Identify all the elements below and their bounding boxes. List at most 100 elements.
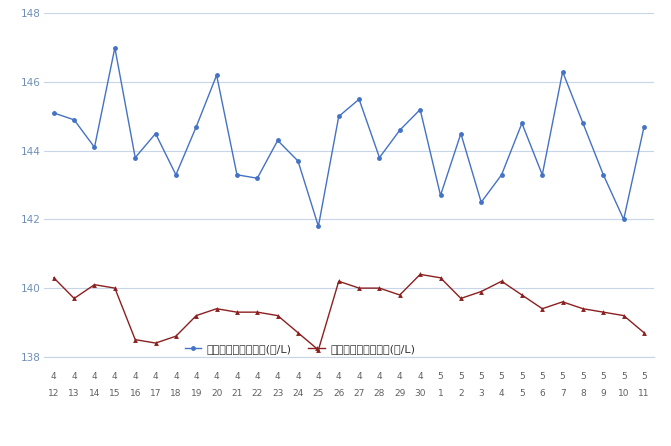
Text: 29: 29 — [394, 389, 405, 398]
レギュラー看板価格(円/L) — [416, 107, 424, 112]
レギュラー実売価格(円/L) — [131, 337, 139, 342]
レギュラー看板価格(円/L) — [640, 124, 648, 129]
レギュラー看板価格(円/L) — [619, 217, 627, 222]
レギュラー実売価格(円/L) — [172, 334, 180, 339]
Text: 30: 30 — [415, 389, 426, 398]
レギュラー実売価格(円/L) — [457, 296, 465, 301]
レギュラー実売価格(円/L) — [213, 306, 221, 311]
レギュラー実売価格(円/L) — [50, 275, 58, 281]
レギュラー実売価格(円/L) — [233, 310, 241, 315]
レギュラー実売価格(円/L) — [518, 292, 526, 297]
レギュラー看板価格(円/L) — [70, 117, 78, 123]
レギュラー実売価格(円/L) — [416, 272, 424, 277]
レギュラー看板価格(円/L) — [477, 200, 485, 205]
Text: 27: 27 — [354, 389, 365, 398]
Text: 24: 24 — [293, 389, 304, 398]
Text: 25: 25 — [313, 389, 324, 398]
レギュラー実売価格(円/L) — [91, 282, 99, 287]
レギュラー看板価格(円/L) — [497, 172, 505, 178]
Text: 22: 22 — [252, 389, 263, 398]
レギュラー看板価格(円/L) — [558, 69, 566, 74]
Text: 23: 23 — [272, 389, 283, 398]
レギュラー看板価格(円/L) — [91, 145, 99, 150]
レギュラー実売価格(円/L) — [70, 296, 78, 301]
レギュラー実売価格(円/L) — [253, 310, 261, 315]
レギュラー看板価格(円/L) — [50, 110, 58, 116]
Text: 28: 28 — [374, 389, 385, 398]
レギュラー看板価格(円/L) — [457, 131, 465, 136]
Text: 5: 5 — [519, 389, 525, 398]
Text: 16: 16 — [130, 389, 141, 398]
Text: 3: 3 — [478, 389, 484, 398]
レギュラー実売価格(円/L) — [558, 299, 566, 305]
Text: 4: 4 — [234, 372, 240, 381]
Text: 18: 18 — [170, 389, 182, 398]
レギュラー看板価格(円/L) — [131, 155, 139, 160]
Text: 4: 4 — [499, 389, 505, 398]
Text: 4: 4 — [336, 372, 342, 381]
レギュラー実売価格(円/L) — [274, 313, 282, 318]
レギュラー実売価格(円/L) — [111, 285, 119, 291]
Text: 19: 19 — [191, 389, 202, 398]
Text: 4: 4 — [132, 372, 138, 381]
Text: 5: 5 — [519, 372, 525, 381]
Text: 2: 2 — [458, 389, 464, 398]
Text: 4: 4 — [295, 372, 301, 381]
Text: 14: 14 — [89, 389, 100, 398]
Text: 4: 4 — [417, 372, 423, 381]
Text: 6: 6 — [539, 389, 545, 398]
レギュラー看板価格(円/L) — [518, 120, 526, 126]
レギュラー看板価格(円/L) — [335, 114, 343, 119]
Text: 20: 20 — [211, 389, 222, 398]
Text: 4: 4 — [376, 372, 382, 381]
レギュラー実売価格(円/L) — [477, 289, 485, 294]
Text: 15: 15 — [109, 389, 121, 398]
Text: 4: 4 — [153, 372, 158, 381]
Line: レギュラー看板価格(円/L): レギュラー看板価格(円/L) — [52, 45, 646, 229]
レギュラー看板価格(円/L) — [436, 193, 444, 198]
Text: 26: 26 — [333, 389, 344, 398]
レギュラー看板価格(円/L) — [213, 73, 221, 78]
レギュラー実売価格(円/L) — [640, 330, 648, 335]
レギュラー実売価格(円/L) — [192, 313, 200, 318]
レギュラー実売価格(円/L) — [436, 275, 444, 281]
Text: 4: 4 — [193, 372, 199, 381]
Text: 4: 4 — [356, 372, 362, 381]
レギュラー看板価格(円/L) — [355, 97, 363, 102]
Text: 5: 5 — [560, 372, 566, 381]
Text: 10: 10 — [618, 389, 629, 398]
レギュラー実売価格(円/L) — [335, 279, 343, 284]
レギュラー実売価格(円/L) — [152, 340, 160, 346]
Text: 5: 5 — [478, 372, 484, 381]
Text: 4: 4 — [71, 372, 77, 381]
レギュラー実売価格(円/L) — [619, 313, 627, 318]
レギュラー実売価格(円/L) — [538, 306, 546, 311]
レギュラー看板価格(円/L) — [152, 131, 160, 136]
レギュラー看板価格(円/L) — [253, 176, 261, 181]
Text: 4: 4 — [315, 372, 321, 381]
Text: 21: 21 — [231, 389, 243, 398]
レギュラー看板価格(円/L) — [172, 172, 180, 178]
レギュラー看板価格(円/L) — [579, 120, 587, 126]
Text: 17: 17 — [150, 389, 161, 398]
レギュラー看板価格(円/L) — [538, 172, 546, 178]
レギュラー看板価格(円/L) — [233, 172, 241, 178]
Text: 5: 5 — [641, 372, 647, 381]
Text: 5: 5 — [437, 372, 444, 381]
レギュラー実売価格(円/L) — [355, 285, 363, 291]
レギュラー看板価格(円/L) — [111, 45, 119, 50]
レギュラー実売価格(円/L) — [396, 292, 404, 297]
レギュラー看板価格(円/L) — [375, 155, 383, 160]
Text: 9: 9 — [601, 389, 606, 398]
Text: 4: 4 — [214, 372, 219, 381]
Text: 7: 7 — [560, 389, 566, 398]
Text: 4: 4 — [275, 372, 280, 381]
レギュラー看板価格(円/L) — [599, 172, 607, 178]
Legend: レギュラー看板価格(円/L), レギュラー実売価格(円/L): レギュラー看板価格(円/L), レギュラー実売価格(円/L) — [180, 339, 420, 358]
Text: 4: 4 — [173, 372, 178, 381]
レギュラー看板価格(円/L) — [314, 223, 322, 229]
レギュラー実売価格(円/L) — [497, 279, 505, 284]
レギュラー看板価格(円/L) — [294, 158, 302, 164]
レギュラー実売価格(円/L) — [599, 310, 607, 315]
Text: 11: 11 — [638, 389, 650, 398]
